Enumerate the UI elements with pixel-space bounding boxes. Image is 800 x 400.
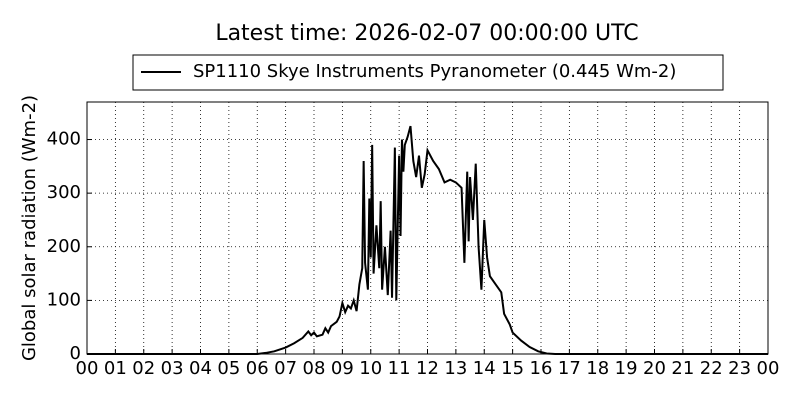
y-tick-label: 100 (47, 289, 81, 310)
x-tick-label: 09 (331, 358, 354, 379)
y-tick-label: 400 (47, 129, 81, 150)
legend-box (132, 54, 724, 91)
x-tick-label: 05 (217, 358, 240, 379)
x-tick-label: 11 (388, 358, 411, 379)
x-tick-label: 02 (132, 358, 155, 379)
x-tick-label: 14 (473, 358, 496, 379)
x-tick-label: 17 (558, 358, 581, 379)
y-tick-label: 300 (47, 182, 81, 203)
x-tick-label: 08 (303, 358, 326, 379)
x-tick-label: 18 (586, 358, 609, 379)
x-tick-label: 03 (161, 358, 184, 379)
data-line (87, 125, 768, 355)
y-axis-label: Global solar radiation (Wm-2) (19, 95, 40, 361)
x-tick-label: 20 (643, 358, 666, 379)
x-tick-label: 22 (700, 358, 723, 379)
x-tick-label: 13 (444, 358, 467, 379)
x-tick-label: 19 (615, 358, 638, 379)
x-tick-label: 01 (104, 358, 127, 379)
x-tick-label: 07 (274, 358, 297, 379)
x-tick-label: 06 (246, 358, 269, 379)
x-tick-label: 00 (757, 358, 780, 379)
x-tick-label: 12 (416, 358, 439, 379)
x-tick-label: 04 (189, 358, 212, 379)
x-tick-label: 23 (728, 358, 751, 379)
x-tick-label: 16 (530, 358, 553, 379)
legend-label: SP1110 Skye Instruments Pyranometer (0.4… (193, 61, 676, 82)
chart-title: Latest time: 2026-02-07 00:00:00 UTC (215, 21, 638, 46)
x-tick-label: 21 (671, 358, 694, 379)
plot-frame (86, 101, 769, 355)
x-tick-label: 15 (501, 358, 524, 379)
x-tick-label: 00 (76, 358, 99, 379)
x-tick-label: 10 (359, 358, 382, 379)
y-tick-label: 200 (47, 236, 81, 257)
y-tick-label: 0 (70, 343, 81, 364)
